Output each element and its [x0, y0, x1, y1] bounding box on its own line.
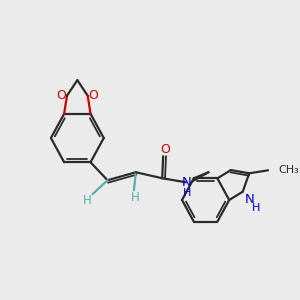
Text: N: N [244, 193, 254, 206]
Text: H: H [252, 203, 260, 213]
Text: N: N [182, 176, 192, 189]
Text: CH₃: CH₃ [278, 165, 299, 175]
Text: O: O [56, 89, 66, 102]
Text: H: H [183, 188, 191, 198]
Text: H: H [130, 191, 139, 204]
Text: O: O [160, 143, 170, 156]
Text: H: H [83, 194, 92, 207]
Text: O: O [88, 89, 98, 102]
